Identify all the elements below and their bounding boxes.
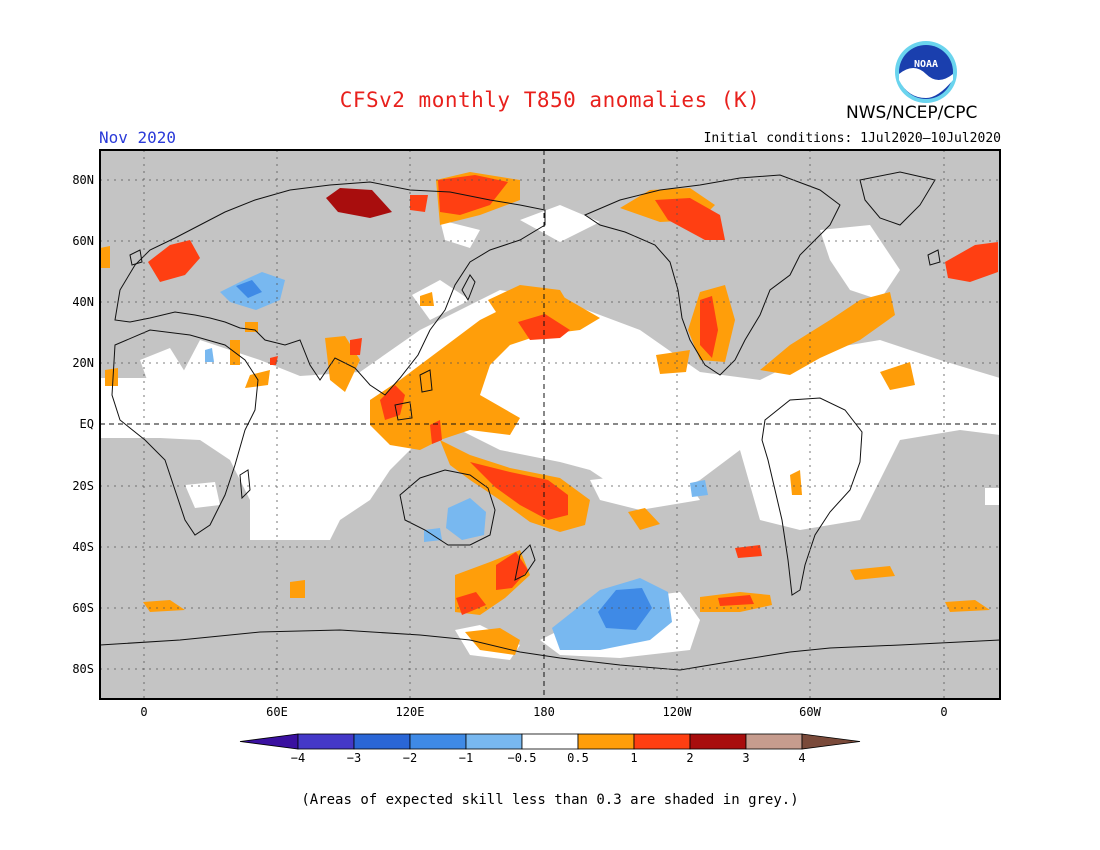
colorbar-tick-label: 1 <box>630 751 637 765</box>
lon-label: 60E <box>266 705 288 719</box>
colorbar-tick-label: 0.5 <box>567 751 589 765</box>
logo-text: NOAA <box>914 59 938 70</box>
colorbar: −4 −3 −2 −1 −0.5 0.5 1 2 3 4 <box>239 733 861 765</box>
colorbar-swatch <box>465 733 523 750</box>
lat-label: 80N <box>72 173 94 187</box>
lat-label: 20N <box>72 356 94 370</box>
colorbar-tick-label: −4 <box>291 751 305 765</box>
colorbar-arrow-left <box>239 733 299 750</box>
colorbar-swatch <box>577 733 635 750</box>
colorbar-swatch <box>353 733 411 750</box>
initial-conditions-label: Initial conditions: 1Jul2020–10Jul2020 <box>703 131 1001 146</box>
lon-label: 0 <box>140 705 147 719</box>
colorbar-swatch <box>689 733 747 750</box>
colorbar-swatch <box>633 733 691 750</box>
colorbar-tick-label: −0.5 <box>508 751 537 765</box>
colorbar-tick-label: 2 <box>686 751 693 765</box>
period-label: Nov 2020 <box>99 128 177 147</box>
skill-footnote: (Areas of expected skill less than 0.3 a… <box>301 792 799 808</box>
colorbar-swatch <box>297 733 355 750</box>
lat-label: 20S <box>72 479 94 493</box>
map-frame <box>99 149 1001 700</box>
noaa-logo: NOAA <box>895 41 957 103</box>
cool-anomaly-1 <box>236 280 652 630</box>
colorbar-swatch <box>409 733 467 750</box>
colorbar-tick-label: 4 <box>798 751 805 765</box>
lon-label: 60W <box>799 705 821 719</box>
lat-label: 40S <box>72 540 94 554</box>
longitude-labels: 0 60E 120E 180 120W 60W 0 <box>140 705 947 719</box>
colorbar-swatch <box>521 733 579 750</box>
lon-label: 180 <box>533 705 555 719</box>
colorbar-arrow-right <box>801 733 861 750</box>
lon-label: 120E <box>396 705 425 719</box>
colorbar-swatch <box>745 733 803 750</box>
warm-anomaly-2 <box>326 188 392 218</box>
lon-label: 120W <box>663 705 693 719</box>
lat-label: 80S <box>72 662 94 676</box>
lat-label: EQ <box>80 417 94 431</box>
colorbar-tick-label: 3 <box>742 751 749 765</box>
agency-label: NWS/NCEP/CPC <box>846 103 978 123</box>
map-title: CFSv2 monthly T850 anomalies (K) <box>339 88 761 112</box>
lat-label: 60N <box>72 234 94 248</box>
lon-label: 0 <box>940 705 947 719</box>
latitude-labels: 80N 60N 40N 20N EQ 20S 40S 60S 80S <box>72 173 94 676</box>
lat-label: 40N <box>72 295 94 309</box>
coastlines <box>100 171 1000 671</box>
colorbar-tick-label: −3 <box>347 751 361 765</box>
colorbar-tick-label: −2 <box>403 751 417 765</box>
lat-label: 60S <box>72 601 94 615</box>
colorbar-tick-label: −1 <box>459 751 473 765</box>
